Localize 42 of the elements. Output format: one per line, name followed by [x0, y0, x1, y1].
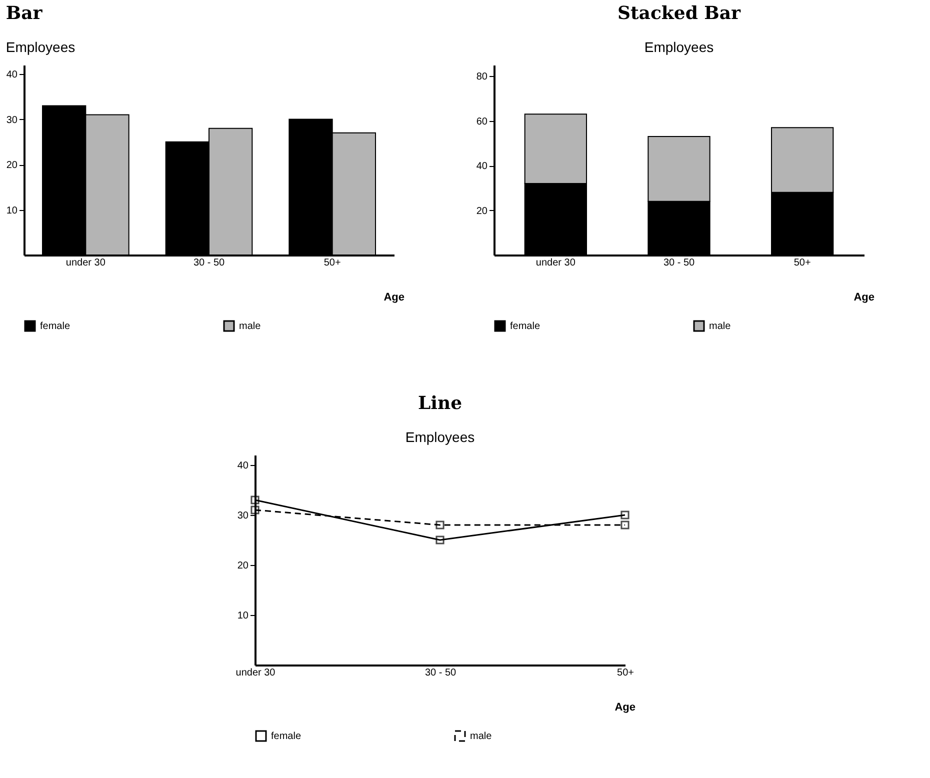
- y-tick-label: 30: [237, 510, 249, 522]
- chart-title: Line: [418, 393, 462, 414]
- x-tick-label: 30 - 50: [424, 668, 456, 678]
- point: [436, 536, 444, 544]
- legend-label: male: [470, 731, 492, 742]
- y-tick-label: 20: [476, 206, 488, 217]
- x-tick-label: 30 - 50: [663, 258, 695, 268]
- x-axis-title: Age: [614, 702, 636, 714]
- legend-label: female: [40, 321, 70, 332]
- x-tick-label: 50+: [617, 668, 634, 678]
- x-tick-label: under 30: [236, 668, 276, 678]
- y-tick-label: 80: [476, 72, 488, 83]
- x-axis-title: Age: [854, 292, 874, 304]
- point: [620, 520, 630, 530]
- y-tick-label: 10: [6, 205, 18, 216]
- x-tick-label: under 30: [536, 258, 576, 268]
- point: [620, 510, 630, 520]
- legend-label: male: [709, 321, 732, 332]
- y-tick-label: 20: [237, 560, 249, 572]
- y-tick-label: 40: [476, 161, 488, 172]
- chart-title: Bar: [6, 3, 43, 24]
- y-tick-label: 40: [6, 70, 18, 81]
- chart-subtitle: Employees: [405, 429, 475, 445]
- y-tick-label: 40: [237, 460, 249, 472]
- y-tick-label: 60: [476, 116, 488, 128]
- legend-label: female: [510, 321, 540, 332]
- point: [250, 496, 260, 504]
- y-tick-label: 10: [237, 610, 249, 622]
- point: [436, 520, 444, 530]
- x-tick-label: 30 - 50: [193, 258, 225, 268]
- legend-label: male: [239, 321, 262, 332]
- x-tick-label: under 30: [66, 258, 106, 268]
- y-tick-label: 20: [6, 160, 18, 172]
- chart-title: Stacked Bar: [617, 3, 742, 24]
- point: [250, 506, 260, 514]
- y-tick-label: 30: [6, 114, 18, 126]
- x-axis-title: Age: [384, 292, 404, 304]
- x-tick-label: 50+: [794, 258, 811, 268]
- chart-subtitle: Employees: [6, 39, 76, 55]
- x-tick-label: 50+: [324, 258, 341, 268]
- legend-label: female: [271, 731, 302, 742]
- chart-subtitle: Employees: [644, 39, 714, 55]
